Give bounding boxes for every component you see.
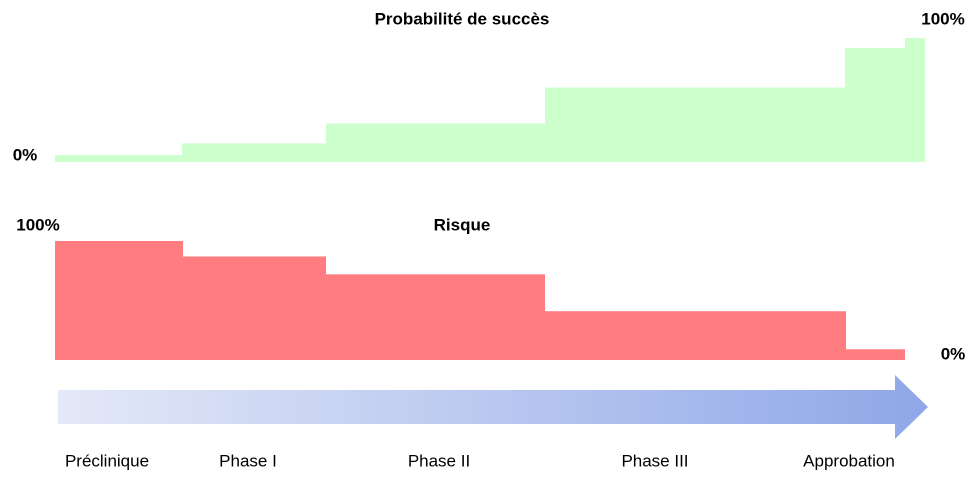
stage-label: Phase I xyxy=(219,451,277,470)
y-tick-label: 100% xyxy=(16,215,59,234)
step-bar xyxy=(55,155,182,162)
step-bar xyxy=(182,143,326,162)
chart-title: Probabilité de succès xyxy=(375,9,550,28)
y-tick-label: 100% xyxy=(921,9,964,28)
chart-title: Risque xyxy=(434,215,491,234)
y-tick-label: 0% xyxy=(13,145,38,164)
stage-label: Phase III xyxy=(621,451,688,470)
step-bar xyxy=(183,256,326,360)
step-bar xyxy=(545,87,845,162)
step-bar xyxy=(326,123,545,162)
step-bar xyxy=(845,47,905,162)
stage-label: Phase II xyxy=(408,451,470,470)
stage-label: Approbation xyxy=(803,451,895,470)
step-bar xyxy=(545,311,846,360)
step-bar xyxy=(55,241,183,360)
step-bar xyxy=(905,38,925,162)
progress-arrow xyxy=(58,375,928,439)
step-bar xyxy=(846,349,905,360)
stage-label: Préclinique xyxy=(65,451,149,470)
y-tick-label: 0% xyxy=(941,344,966,363)
step-bar xyxy=(326,274,545,360)
